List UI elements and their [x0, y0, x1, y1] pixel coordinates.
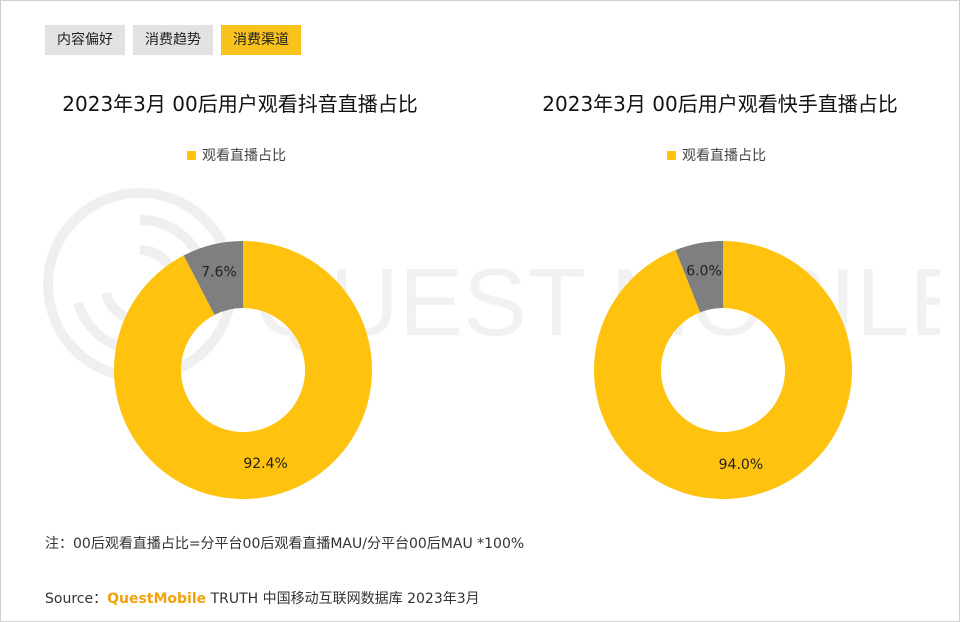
source-brand: QuestMobile	[107, 591, 207, 607]
legend-swatch	[187, 150, 196, 160]
chart-title-douyin: 2023年3月 00后用户观看抖音直播占比	[62, 92, 418, 116]
source-prefix: Source：	[45, 591, 108, 607]
footnote: 注：00后观看直播占比=分平台00后观看直播MAU/分平台00后MAU *100…	[45, 536, 525, 552]
tab-content-preference[interactable]: 内容偏好	[45, 25, 125, 55]
data-label: 92.4%	[243, 456, 287, 472]
donut-slice	[183, 241, 243, 315]
source-line: Source：QuestMobile TRUTH 中国移动互联网数据库 2023…	[45, 588, 480, 608]
legend-douyin: 观看直播占比	[187, 145, 286, 165]
tab-bar: 内容偏好 消费趋势 消费渠道	[45, 25, 301, 55]
donut-chart-kuaishou: 94.0% 6.0%	[594, 241, 852, 499]
tab-consumption-trend[interactable]: 消费趋势	[133, 25, 213, 55]
donut-slice	[113, 241, 372, 499]
donut-chart-douyin: 92.4% 7.6%	[113, 241, 372, 499]
legend-swatch	[667, 150, 676, 160]
donut-slice	[594, 241, 852, 499]
tab-consumption-channel[interactable]: 消费渠道	[221, 25, 301, 55]
chart-title-kuaishou: 2023年3月 00后用户观看快手直播占比	[542, 92, 898, 116]
source-rest: TRUTH 中国移动互联网数据库 2023年3月	[206, 591, 480, 607]
legend-label: 观看直播占比	[682, 148, 766, 164]
data-label: 7.6%	[201, 264, 237, 280]
data-label: 94.0%	[719, 457, 763, 473]
donut-slice	[675, 241, 723, 313]
legend-label: 观看直播占比	[202, 148, 286, 164]
data-label: 6.0%	[686, 263, 722, 279]
legend-kuaishou: 观看直播占比	[667, 145, 766, 165]
